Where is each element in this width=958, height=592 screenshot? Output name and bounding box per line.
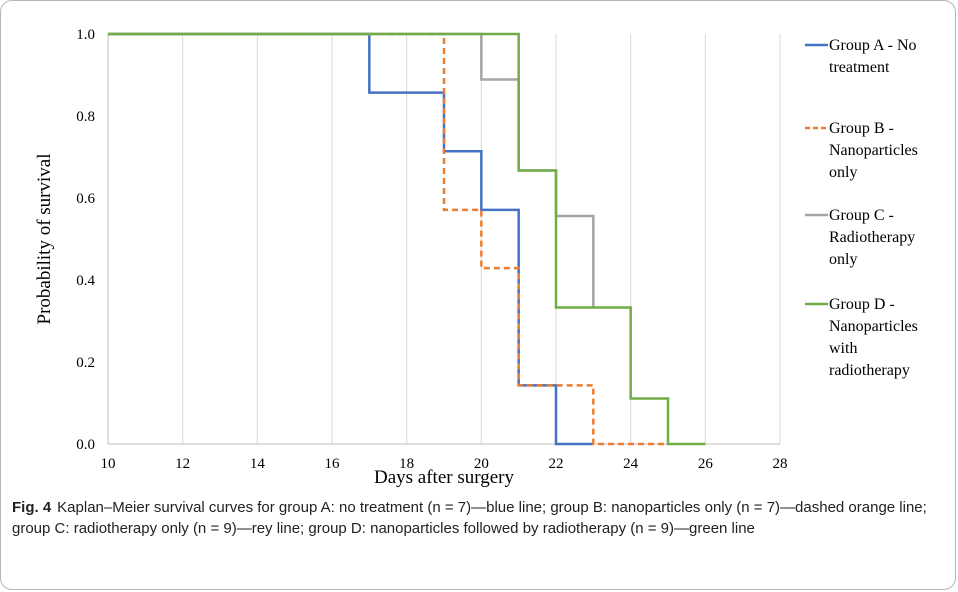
x-tick-label: 16: [325, 456, 341, 472]
legend-label: only: [829, 251, 857, 268]
x-tick-label: 20: [474, 456, 489, 472]
y-axis-title: Probability of survival: [34, 154, 55, 325]
x-tick-label: 24: [623, 456, 639, 472]
series-lines: [108, 32, 706, 446]
series-line-b: [108, 32, 668, 446]
x-tick-label: 10: [101, 456, 116, 472]
y-tick-label: 0.2: [76, 355, 95, 371]
x-tick-label: 14: [250, 456, 266, 472]
series-line-a: [108, 32, 594, 446]
legend-label: only: [829, 164, 857, 181]
legend-label: with: [829, 340, 857, 357]
legend-label: Group D -: [829, 296, 895, 313]
gridlines: [182, 34, 781, 444]
legend-label: Group A - No: [829, 37, 917, 54]
figure-label: Fig. 4: [12, 499, 52, 516]
legend-label: Nanoparticles: [829, 318, 918, 335]
legend-label: Group B -: [829, 120, 894, 137]
y-tick-label: 0.8: [76, 109, 95, 125]
x-tick-label: 18: [399, 456, 414, 472]
legend-label: treatment: [829, 59, 890, 76]
legend-label: radiotherapy: [829, 362, 910, 379]
figure-caption-text: Kaplan–Meier survival curves for group A…: [12, 499, 927, 537]
x-axis-title: Days after surgery: [374, 467, 514, 488]
y-tick-label: 0.4: [76, 273, 95, 289]
legend-label: Group C -: [829, 207, 894, 224]
survival-chart: 10 12 14 16 18 20 22 24 26 28 0.0 0.2 0.4 0.6 0.8 1.0 G…: [34, 27, 918, 488]
y-tick-label: 0.0: [76, 437, 95, 453]
x-tick-label: 12: [175, 456, 190, 472]
y-tick-label: 1.0: [76, 27, 95, 43]
x-tick-label: 26: [698, 456, 714, 472]
x-tick-label: 22: [549, 456, 564, 472]
y-tick-label: 0.6: [76, 191, 95, 207]
legend-label: Nanoparticles: [829, 142, 918, 159]
x-tick-label: 28: [773, 456, 788, 472]
series-line-d: [108, 32, 706, 446]
figure-caption: Fig. 4 Kaplan–Meier survival curves for g…: [12, 497, 948, 539]
legend: Group A - No treatment Group B - Nanopartic…: [805, 37, 918, 379]
legend-label: Radiotherapy: [829, 229, 915, 246]
